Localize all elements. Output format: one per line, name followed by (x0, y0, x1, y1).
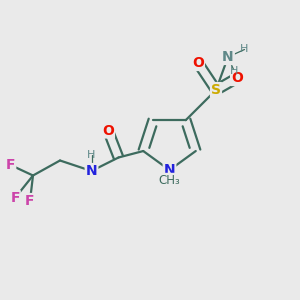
Text: H: H (87, 149, 96, 160)
Text: H: H (240, 44, 249, 55)
Text: O: O (102, 124, 114, 137)
Text: S: S (211, 83, 221, 97)
Text: CH₃: CH₃ (159, 173, 180, 187)
Text: F: F (25, 194, 35, 208)
Text: F: F (6, 158, 15, 172)
Text: O: O (231, 71, 243, 85)
Text: N: N (86, 164, 97, 178)
Text: N: N (164, 163, 175, 177)
Text: O: O (192, 56, 204, 70)
Text: F: F (10, 191, 20, 205)
Text: H: H (230, 65, 238, 76)
Text: N: N (222, 50, 234, 64)
